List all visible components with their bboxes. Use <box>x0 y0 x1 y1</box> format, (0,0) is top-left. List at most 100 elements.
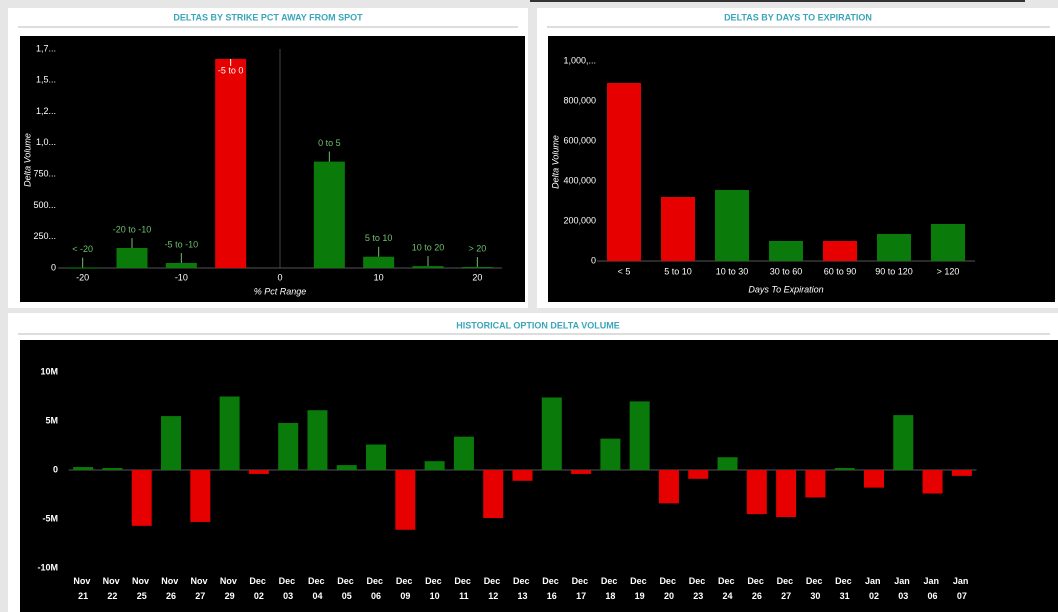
x-tick-line: 19 <box>635 591 645 601</box>
bar <box>116 247 148 268</box>
bar <box>165 262 197 268</box>
y-tick-label: 1,000,... <box>563 55 596 65</box>
x-tick-line: 24 <box>723 591 733 601</box>
x-tick-label: Dec 17 <box>572 576 591 601</box>
bar <box>805 470 826 498</box>
y-tick-label: 1,2... <box>36 106 56 116</box>
x-tick-label: Dec 06 <box>367 576 386 601</box>
x-tick-label: Jan 03 <box>894 576 912 601</box>
bar-label: 10 to 20 <box>412 242 445 252</box>
x-tick-line: Dec <box>718 576 737 586</box>
x-tick-line: Nov <box>220 576 240 586</box>
x-tick-line: 06 <box>371 591 381 601</box>
y-tick-label: 1,5... <box>36 75 56 85</box>
x-tick-label: Dec 11 <box>454 576 473 601</box>
x-tick-label: -20 <box>76 272 89 282</box>
bar <box>161 416 182 470</box>
bar <box>715 190 749 261</box>
x-tick-line: Dec <box>249 576 268 586</box>
bar <box>131 470 152 526</box>
x-tick-line: 16 <box>547 591 557 601</box>
y-tick-label: 800,000 <box>563 95 596 105</box>
bar <box>776 470 797 518</box>
x-tick-label: Dec 23 <box>689 576 708 601</box>
x-tick-line: 05 <box>342 591 352 601</box>
x-tick-line: 31 <box>840 591 850 601</box>
bar <box>307 410 328 470</box>
y-tick-label: 500... <box>33 200 56 210</box>
x-axis-label: % Pct Range <box>254 286 307 296</box>
y-tick-label: 1,0... <box>36 137 56 147</box>
bar-label: < -20 <box>72 244 93 254</box>
y-tick-label: 750... <box>33 168 56 178</box>
x-tick-line: Dec <box>279 576 298 586</box>
bar <box>363 256 395 268</box>
x-tick-label: Nov 22 <box>103 576 123 601</box>
bar <box>922 470 943 494</box>
bar <box>877 234 911 261</box>
x-tick-label: Nov 21 <box>73 576 93 601</box>
x-tick-line: 25 <box>137 591 147 601</box>
bar <box>483 470 504 519</box>
bar <box>661 197 695 261</box>
x-axis-label: Days To Expiration <box>748 284 823 294</box>
x-tick-label: Dec 30 <box>806 576 825 601</box>
bar-label: > 20 <box>468 243 486 253</box>
x-tick-line: Dec <box>806 576 825 586</box>
x-tick-label: -10 <box>175 272 188 282</box>
bar <box>717 457 738 470</box>
bar <box>931 224 965 261</box>
bar <box>278 422 299 470</box>
x-tick-line: Nov <box>73 576 93 586</box>
x-tick-label: 0 <box>277 272 282 282</box>
bar <box>67 267 99 269</box>
x-tick-line: 02 <box>869 591 879 601</box>
x-tick-label: 10 to 30 <box>716 266 749 276</box>
y-tick-label: 0 <box>51 262 56 272</box>
bar <box>571 470 592 474</box>
x-tick-line: 03 <box>283 591 293 601</box>
x-tick-label: Dec 12 <box>484 576 503 601</box>
x-tick-line: 06 <box>928 591 938 601</box>
bar-label: -20 to -10 <box>113 224 152 234</box>
x-tick-line: Dec <box>630 576 649 586</box>
x-tick-line: 13 <box>517 591 527 601</box>
y-axis-label: Delta Volume <box>550 135 560 189</box>
bar <box>219 396 240 470</box>
x-tick-label: Dec 09 <box>396 576 415 601</box>
x-tick-line: Jan <box>953 576 971 586</box>
x-tick-line: 27 <box>781 591 791 601</box>
bar <box>658 470 679 504</box>
bar-label: 5 to 10 <box>365 233 393 243</box>
x-tick-label: Dec 24 <box>718 576 737 601</box>
y-tick-label: 1,7... <box>36 43 56 53</box>
plot-area <box>20 340 1058 612</box>
x-tick-label: Dec 16 <box>542 576 561 601</box>
x-tick-line: 22 <box>107 591 117 601</box>
x-tick-label: Nov 27 <box>191 576 211 601</box>
x-tick-label: 5 to 10 <box>664 266 692 276</box>
x-tick-label: 20 <box>472 272 482 282</box>
x-tick-label: Dec 31 <box>835 576 854 601</box>
bar <box>607 83 641 261</box>
y-tick-label: -10M <box>37 562 58 572</box>
x-tick-line: Dec <box>601 576 620 586</box>
x-tick-label: Dec 10 <box>425 576 444 601</box>
x-tick-label: Nov 29 <box>220 576 240 601</box>
bar <box>102 468 123 470</box>
y-tick-label: 250... <box>33 231 56 241</box>
y-tick-label: 400,000 <box>563 175 596 185</box>
x-tick-line: Nov <box>191 576 211 586</box>
x-tick-line: 20 <box>664 591 674 601</box>
bar-label: 0 to 5 <box>318 138 341 148</box>
x-tick-label: 30 to 60 <box>770 266 803 276</box>
bar <box>313 161 345 268</box>
x-tick-label: Jan 02 <box>865 576 883 601</box>
y-axis-label: Delta Volume <box>22 133 32 187</box>
x-tick-line: Dec <box>542 576 561 586</box>
x-tick-label: Dec 18 <box>601 576 620 601</box>
x-tick-label: Nov 25 <box>132 576 152 601</box>
bar <box>600 438 621 470</box>
x-tick-line: 07 <box>957 591 967 601</box>
y-tick-label: -5M <box>43 513 59 523</box>
